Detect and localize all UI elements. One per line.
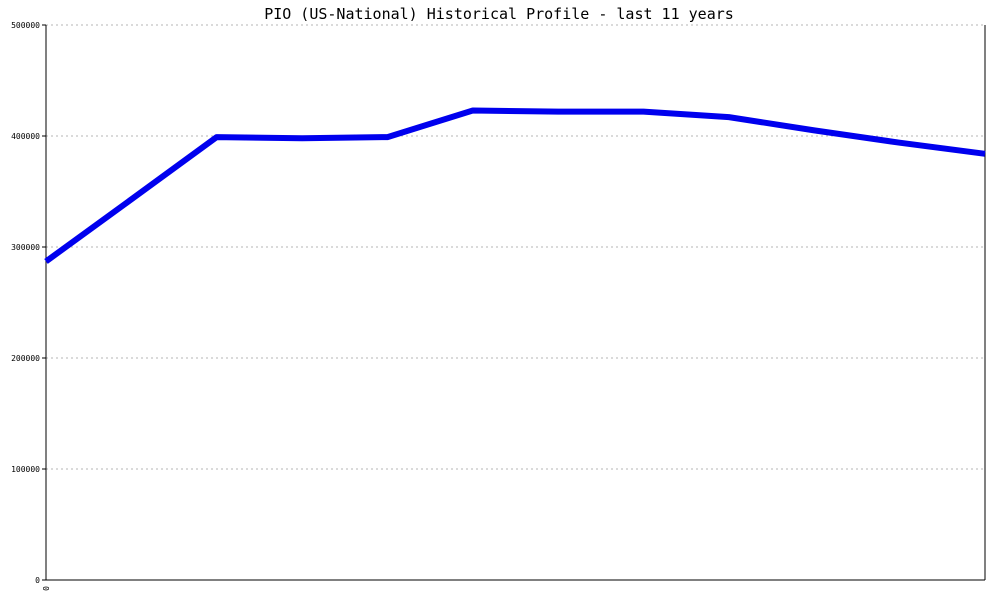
series (44, 107, 986, 264)
y-tick-label: 400000 (11, 132, 40, 141)
y-tick-label: 300000 (11, 243, 40, 252)
y-tick-label: 500000 (11, 21, 40, 30)
chart-title: PIO (US-National) Historical Profile - l… (264, 5, 734, 23)
grid-lines (46, 24, 985, 470)
series-line (44, 107, 986, 264)
y-tick-labels: 0 100000 200000 300000 400000 500000 (11, 21, 46, 585)
axes (45, 25, 986, 581)
y-tick-label: 200000 (11, 354, 40, 363)
y-tick-label: 100000 (11, 465, 40, 474)
x-tick-labels: 0 (42, 586, 51, 591)
x-tick-label: 0 (42, 586, 51, 591)
y-tick-label: 0 (35, 576, 40, 585)
